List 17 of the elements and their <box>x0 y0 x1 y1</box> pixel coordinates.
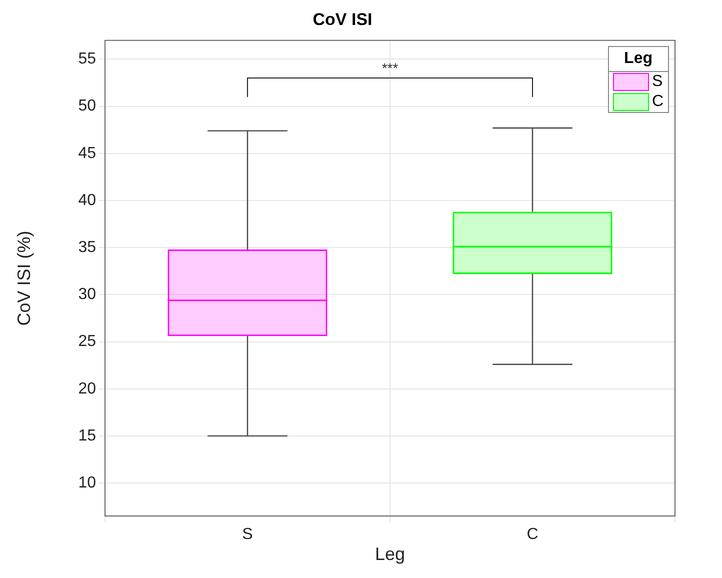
y-tick-label: 30 <box>78 286 96 304</box>
y-tick-label: 20 <box>78 380 96 398</box>
y-tick-label: 25 <box>78 333 96 350</box>
y-tick-label: 45 <box>78 144 96 162</box>
y-tick-label: 35 <box>78 239 96 256</box>
y-tick-label: 10 <box>78 474 96 492</box>
y-tick-label: 40 <box>78 192 96 209</box>
legend-label: C <box>652 93 664 112</box>
y-tick-label: 55 <box>78 50 96 68</box>
chart-title: CoV ISI <box>312 10 372 29</box>
y-tick-label: 15 <box>78 427 96 444</box>
annotation: *** <box>382 60 399 76</box>
legend-label: S <box>652 73 663 92</box>
x-axis-title: Leg <box>374 544 406 564</box>
y-tick-label: 50 <box>78 98 96 115</box>
y-axis-title: CoV ISI (%) <box>14 230 34 326</box>
legend-title: Leg <box>609 47 668 72</box>
